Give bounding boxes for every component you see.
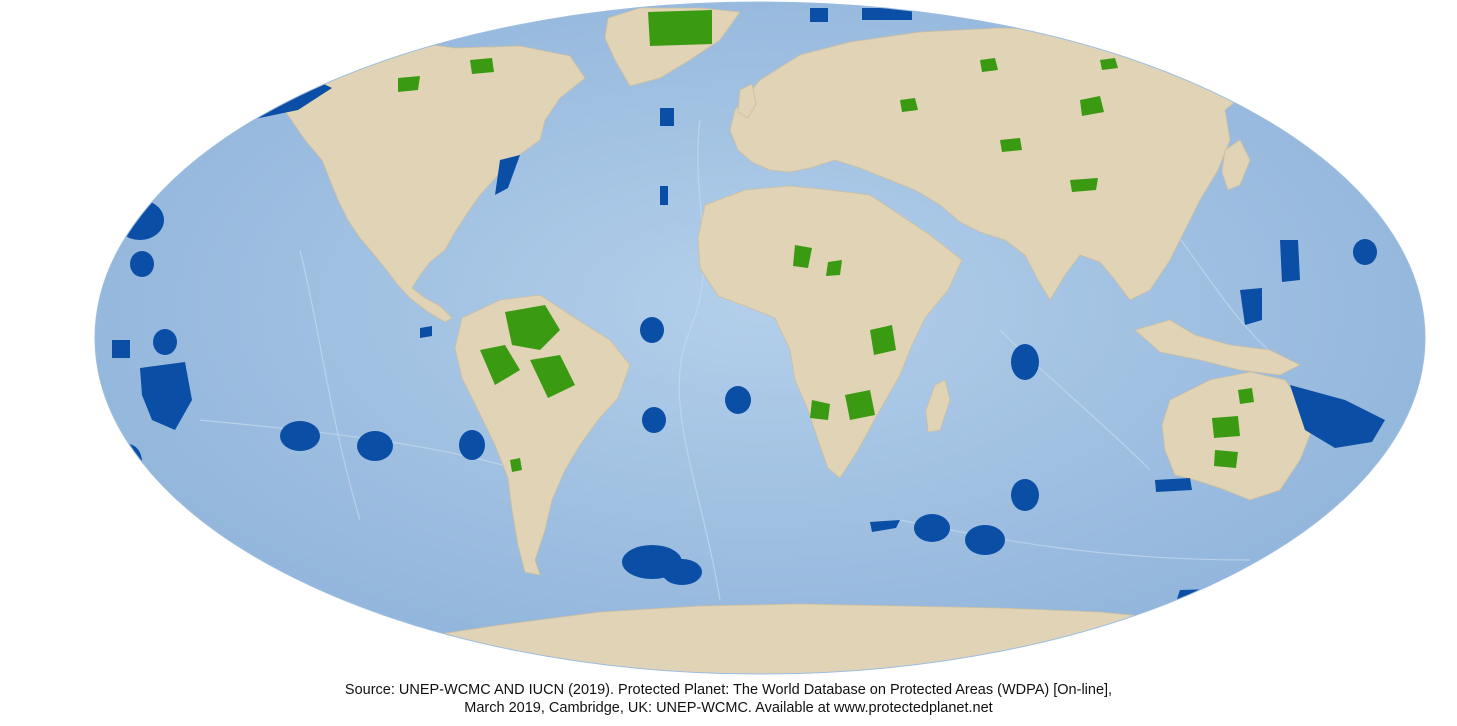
terrestrial-protected-areas bbox=[398, 10, 1254, 472]
british-isles bbox=[737, 83, 757, 119]
north-america bbox=[261, 39, 586, 323]
ocean-ridges bbox=[199, 119, 1281, 601]
caption-line-2: March 2019, Cambridge, UK: UNEP-WCMC. Av… bbox=[464, 700, 993, 716]
japan bbox=[1221, 139, 1251, 191]
world-map-canvas bbox=[94, 1, 1426, 675]
southeast-asia-islands bbox=[1134, 319, 1301, 376]
caption-line-1: Source: UNEP-WCMC AND IUCN (2019). Prote… bbox=[344, 682, 1113, 698]
madagascar bbox=[925, 379, 951, 433]
map-frame bbox=[94, 1, 1426, 675]
source-caption: Source: UNEP-WCMC AND IUCN (2019). Prote… bbox=[0, 681, 1457, 717]
africa bbox=[697, 185, 963, 479]
world-map bbox=[94, 1, 1426, 675]
